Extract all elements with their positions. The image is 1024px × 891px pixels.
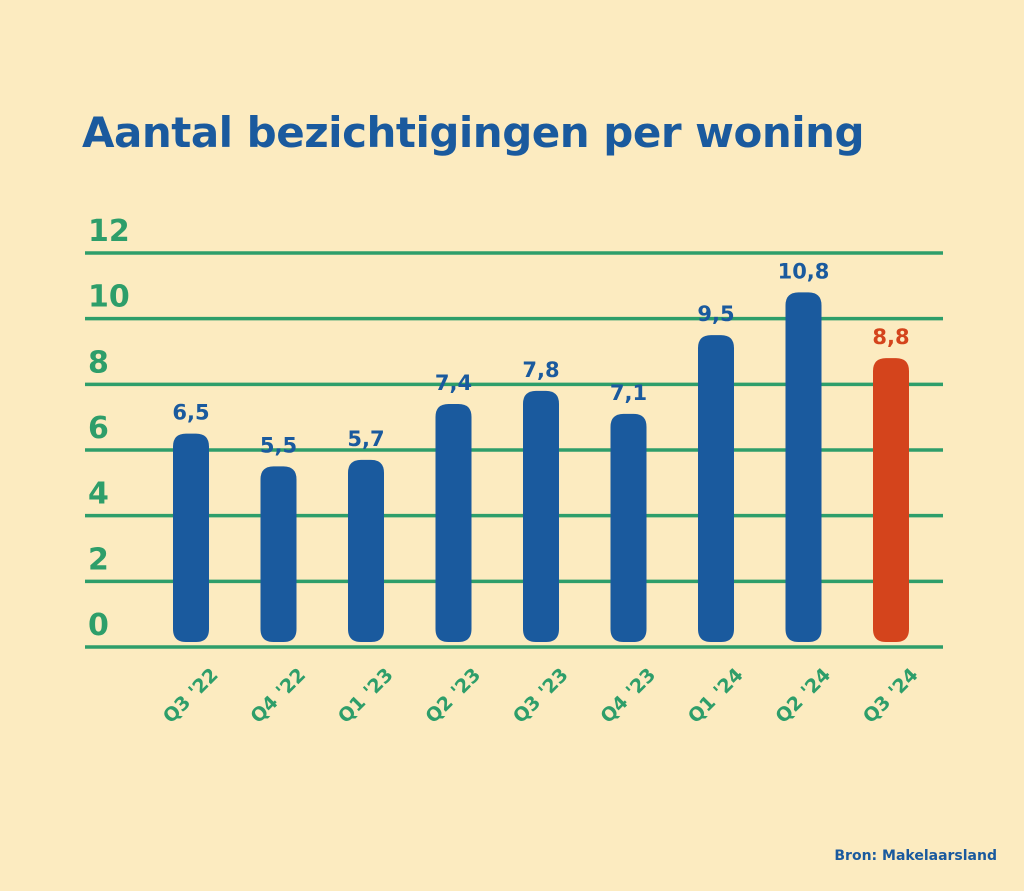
bar (523, 390, 559, 642)
x-tick-label: Q3 '24 (859, 664, 923, 728)
y-tick-label: 0 (88, 608, 109, 643)
value-label: 7,4 (435, 371, 472, 395)
bar (610, 413, 647, 642)
y-axis-ticks: 0 2 4 6 8 10 12 (88, 214, 130, 643)
bar (698, 335, 734, 642)
value-label: 7,1 (610, 381, 647, 405)
bars (173, 292, 909, 642)
x-tick-label: Q4 '22 (246, 664, 310, 728)
bar (260, 466, 297, 642)
x-tick-label: Q3 '22 (159, 664, 223, 728)
x-tick-label: Q1 '23 (334, 664, 398, 728)
x-tick-label: Q1 '24 (684, 664, 748, 728)
chart-title: Aantal bezichtigingen per woning (82, 108, 865, 157)
value-label: 7,8 (522, 358, 559, 382)
x-tick-label: Q3 '23 (509, 664, 573, 728)
bar (435, 404, 472, 642)
bar (873, 358, 909, 642)
value-label: 9,5 (697, 302, 734, 326)
y-tick-label: 6 (88, 411, 109, 446)
x-axis-ticks: Q3 '22 Q4 '22 Q1 '23 Q2 '23 Q3 '23 Q4 '23 Q1 '… (159, 664, 923, 728)
y-tick-label: 4 (88, 477, 109, 512)
y-tick-label: 12 (88, 214, 130, 249)
value-label: 5,5 (260, 433, 297, 457)
x-tick-label: Q2 '23 (421, 664, 485, 728)
value-label: 6,5 (172, 401, 209, 425)
bar (785, 292, 822, 642)
value-label: 8,8 (872, 325, 909, 349)
bar (348, 459, 384, 642)
x-tick-label: Q2 '24 (771, 664, 835, 728)
value-label: 10,8 (778, 259, 830, 283)
bar (173, 433, 209, 642)
y-tick-label: 10 (88, 280, 130, 315)
y-tick-label: 2 (88, 542, 109, 577)
y-tick-label: 8 (88, 345, 109, 380)
source-note: Bron: Makelaarsland (834, 848, 997, 864)
value-labels: 6,5 5,5 5,7 7,4 7,8 7,1 9,5 10,8 8,8 (172, 259, 909, 457)
x-tick-label: Q4 '23 (596, 664, 660, 728)
value-label: 5,7 (347, 427, 384, 451)
